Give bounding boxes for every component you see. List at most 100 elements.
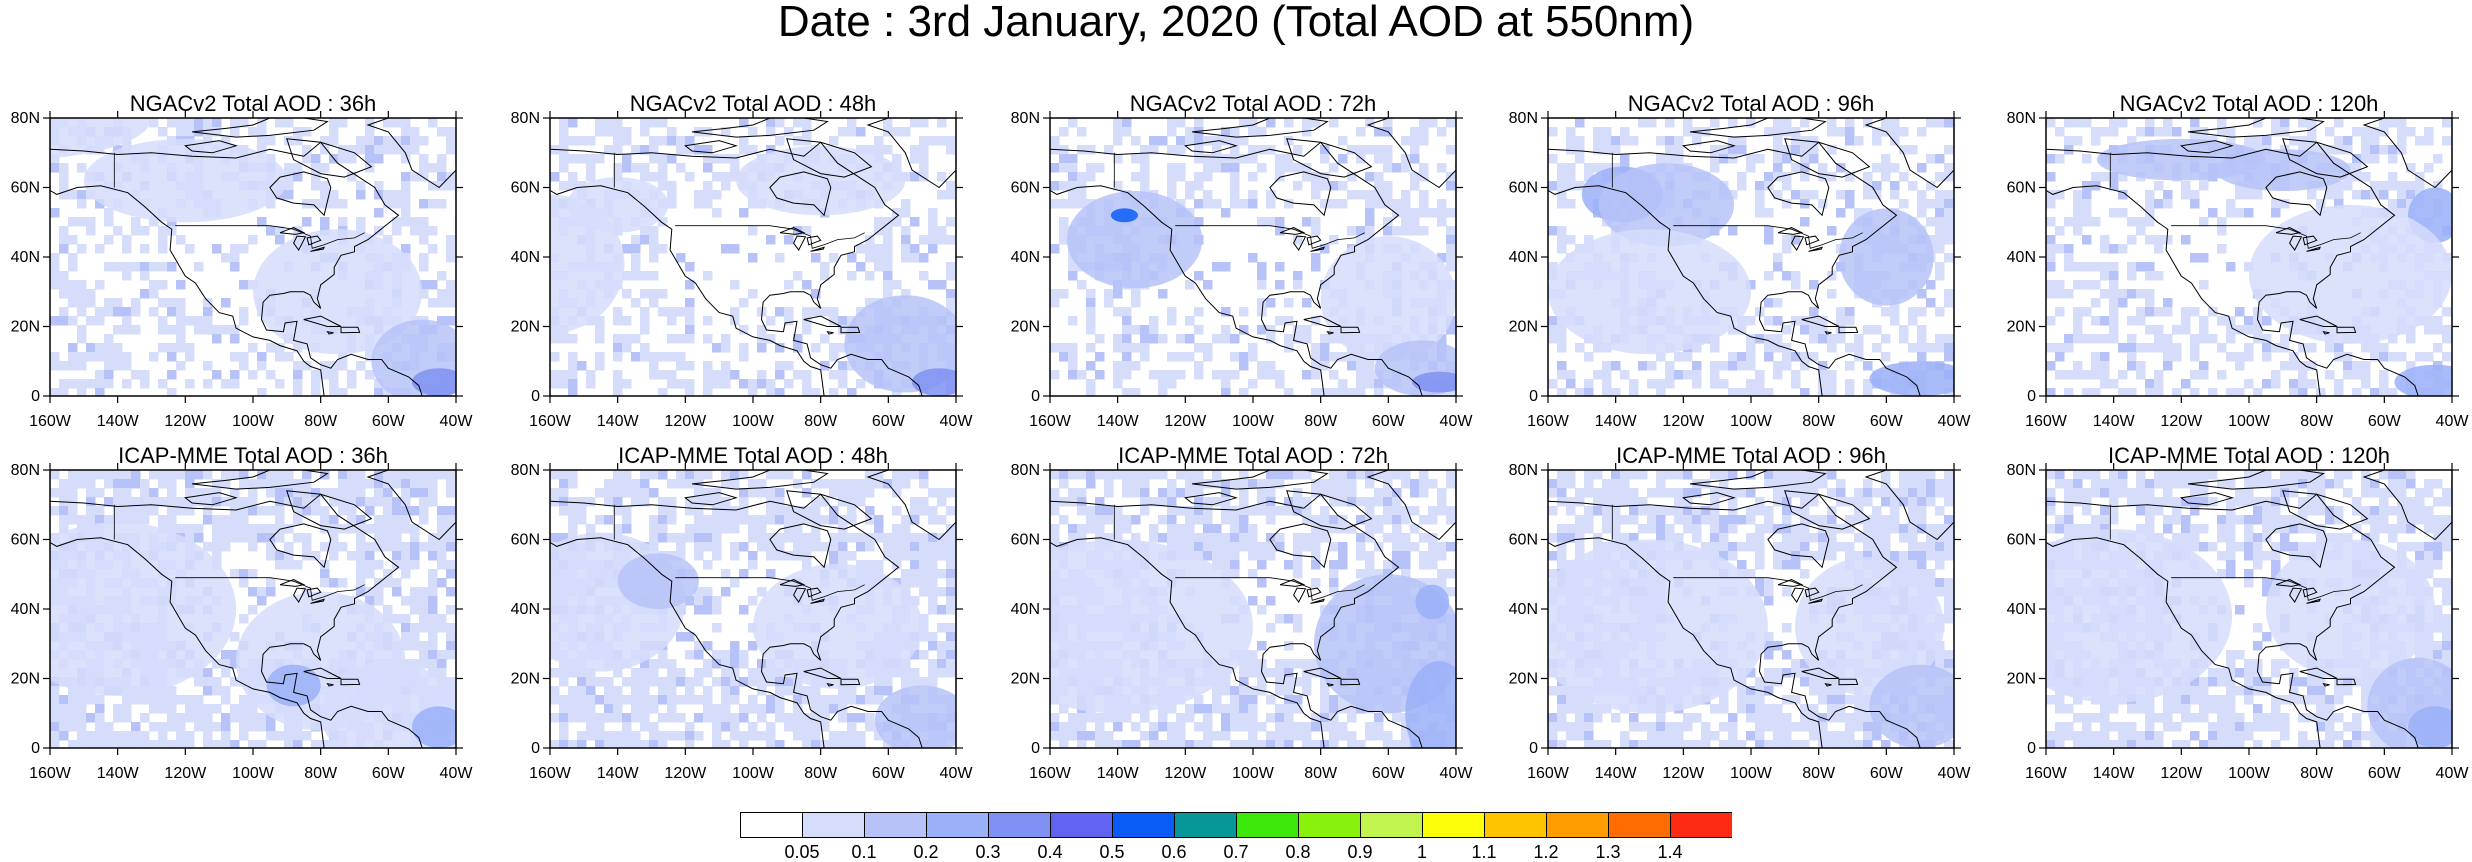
aod-cell [694,668,704,678]
aod-cell [104,343,114,353]
aod-cell [685,298,695,308]
aod-cell [766,388,776,396]
aod-cell [928,515,938,525]
aod-cell [374,587,384,597]
aod-cell [568,470,578,480]
aod-cell [1755,190,1765,200]
aod-cell [86,695,96,705]
aod-cell [820,262,830,272]
aod-cell [401,154,411,164]
aod-cell [419,217,429,227]
aod-cell [158,262,168,272]
aod-cell [257,352,267,362]
aod-cell [374,488,384,498]
aod-cell [946,136,956,146]
aod-cell [730,524,740,534]
great-lake [2289,235,2303,251]
aod-cell [2379,118,2389,128]
aod-cell [383,136,393,146]
aod-cell [775,343,785,353]
aod-cell [730,280,740,290]
aod-cell [194,325,204,335]
aod-cell [694,650,704,660]
aod-cell [2136,226,2146,236]
aod-cell [1437,208,1447,218]
aod-cell [928,632,938,642]
aod-cell [1365,145,1375,155]
aod-cell [1311,190,1321,200]
aod-cell [2433,181,2443,191]
map-panel: 160W 140W 120W 100W 80W 60W 40W 80N 60N 40N 20N 0 NG… [1000,0,1480,431]
aod-cell [586,163,596,173]
aod-cell [856,244,866,254]
aod-cell [1185,334,1195,344]
aod-cell [766,677,776,687]
aod-cell [140,713,150,723]
aod-cell [1329,370,1339,380]
aod-cell [356,226,366,236]
aod-cell [1863,361,1873,371]
aod-cell [1746,334,1756,344]
aod-cell [212,677,222,687]
aod-cell [811,388,821,396]
aod-cell [1122,127,1132,137]
aod-cell [1374,172,1384,182]
aod-cell [2181,316,2191,326]
aod-cell [122,316,132,326]
aod-cell [257,533,267,543]
aod-cell [347,470,357,480]
aod-cell [104,740,114,748]
aod-cell [721,479,731,489]
aod-cell [811,506,821,516]
aod-cell [1836,316,1846,326]
aod-cell [1131,298,1141,308]
aod-cell [2388,181,2398,191]
aod-cell [892,470,902,480]
aod-cell [419,470,429,480]
aod-cell [1068,262,1078,272]
aod-cell [1548,127,1558,137]
aod-cell [874,533,884,543]
aod-cell [712,659,722,669]
great-lake [1279,226,1306,235]
aod-cell [1881,307,1891,317]
aod-cell [1248,343,1258,353]
aod-cell [910,668,920,678]
aod-cell [1755,181,1765,191]
aod-cell [1428,118,1438,128]
aod-cell [2325,190,2335,200]
aod-cell [613,307,623,317]
aod-cell [140,226,150,236]
lat-tick-label: 60N [11,532,40,549]
aod-cell [1656,379,1666,389]
aod-cell [446,235,456,245]
aod-cell [919,533,929,543]
aod-cell [95,695,105,705]
aod-cell [2127,289,2137,299]
aod-cell [167,686,177,696]
aod-cell [158,515,168,525]
aod-cell [640,488,650,498]
aod-cell [1140,352,1150,362]
aod-cell [883,289,893,299]
aod-cell [739,379,749,389]
aod-cell [2397,208,2407,218]
aod-plume [1412,371,1456,393]
aod-cell [158,686,168,696]
aod-cell [1302,172,1312,182]
aod-cell [1122,370,1132,380]
aod-cell [2091,217,2101,227]
aod-cell [410,542,420,552]
aod-cell [302,127,312,137]
aod-cell [1764,316,1774,326]
aod-cell [1194,271,1204,281]
aod-cell [59,190,69,200]
aod-cell [194,524,204,534]
aod-cell [802,370,812,380]
aod-cell [95,731,105,741]
aod-cell [2064,388,2074,396]
aod-cell [586,713,596,723]
aod-cell [1611,361,1621,371]
aod-cell [1890,316,1900,326]
aod-cell [1944,190,1954,200]
